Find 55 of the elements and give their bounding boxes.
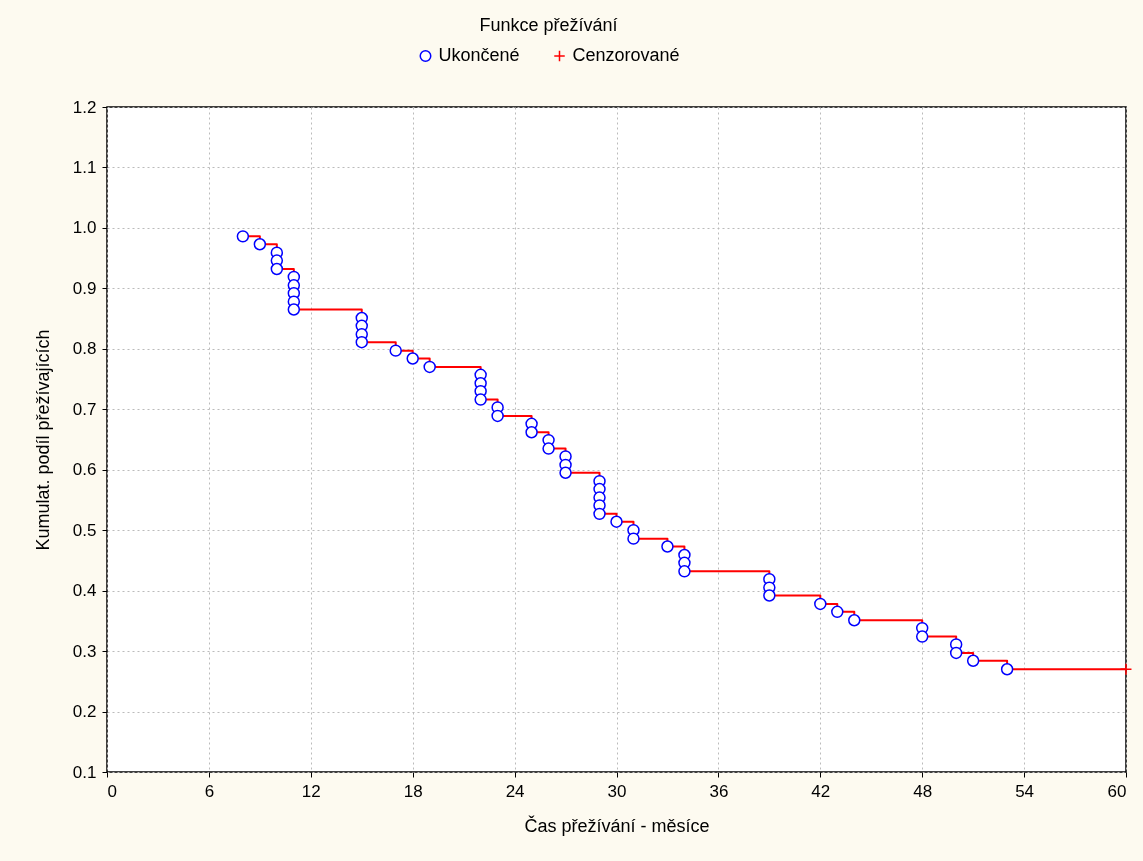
point [1119, 663, 1133, 676]
x-tick-label: 60 [1107, 781, 1127, 801]
y-tick-label: 0.6 [72, 460, 97, 480]
point [253, 238, 267, 251]
point [915, 630, 929, 643]
point [831, 605, 844, 619]
point [542, 442, 555, 455]
point [848, 614, 861, 627]
point [678, 565, 691, 578]
point [525, 426, 538, 439]
point [491, 409, 504, 423]
y-tick-label: 1.1 [72, 157, 97, 177]
x-tick-label: 54 [1015, 781, 1035, 801]
y-tick-label: 0.8 [72, 339, 97, 359]
point [355, 335, 368, 349]
x-tick-label: 6 [204, 781, 215, 801]
x-axis-title: Čas přežívání - měsíce [524, 814, 710, 836]
point [389, 344, 402, 357]
point [236, 230, 250, 243]
point [406, 352, 419, 365]
y-tick-label: 0.9 [72, 278, 97, 298]
x-tick-label: 42 [811, 781, 831, 801]
point [287, 303, 301, 316]
point [949, 646, 963, 660]
y-tick-label: 0.4 [72, 581, 97, 601]
x-tick-label: 30 [607, 781, 627, 801]
x-tick-label: 24 [505, 781, 525, 801]
y-tick-label: 1.0 [72, 218, 97, 238]
point [814, 597, 827, 611]
y-tick-label: 0.1 [72, 762, 97, 782]
y-tick-label: 1.2 [72, 97, 97, 117]
point [270, 262, 284, 276]
point [763, 589, 776, 602]
y-tick-label: 0.5 [72, 520, 97, 540]
x-tick-label: 12 [301, 781, 321, 801]
point [610, 515, 623, 528]
y-tick-label: 0.7 [72, 399, 97, 419]
x-tick-label: 48 [913, 781, 933, 801]
y-axis-title: Kumulat. podíl přežívajících [32, 329, 53, 551]
point [423, 360, 436, 374]
point [627, 532, 640, 545]
point [1000, 663, 1014, 676]
y-tick-label: 0.3 [72, 641, 97, 661]
x-tick-label: 36 [709, 781, 729, 801]
point [661, 540, 674, 553]
point [593, 507, 606, 521]
legend-label: Ukončené [438, 45, 520, 65]
point [559, 466, 572, 479]
legend-title: Funkce přežívání [479, 15, 618, 35]
x-tick-label: 0 [107, 781, 117, 801]
legend-label: Cenzorované [572, 45, 680, 65]
y-tick-label: 0.2 [72, 702, 97, 722]
point [966, 654, 980, 667]
point [474, 393, 487, 406]
x-tick-label: 18 [403, 781, 423, 801]
